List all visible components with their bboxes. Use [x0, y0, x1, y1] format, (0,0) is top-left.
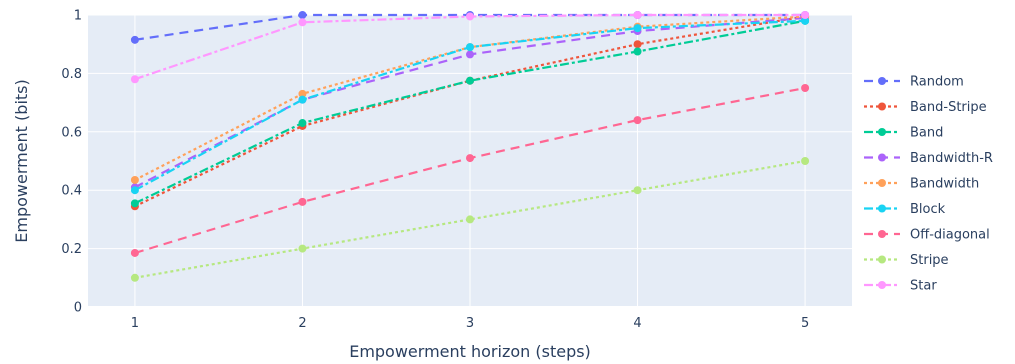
legend-item: Band-Stripe — [864, 100, 987, 115]
data-point — [130, 248, 139, 257]
data-point — [466, 154, 474, 163]
data-point — [298, 95, 307, 104]
data-point — [633, 47, 642, 56]
legend-swatch-marker — [878, 153, 886, 162]
data-point — [130, 175, 139, 184]
legend-item: Off-diagonal — [864, 228, 990, 243]
data-point — [466, 12, 474, 21]
legend-swatch-marker — [878, 128, 886, 136]
legend-item: Random — [864, 75, 964, 90]
x-tick-label: 2 — [298, 316, 306, 331]
series-block — [130, 16, 810, 195]
y-tick-label: 1 — [74, 9, 82, 24]
legend-swatch-marker — [878, 230, 886, 238]
y-tick-label: 0.6 — [61, 125, 82, 140]
x-axis-title: Empowerment horizon (steps) — [349, 342, 591, 361]
legend-swatch-marker — [878, 281, 886, 289]
data-point — [298, 18, 307, 27]
legend-item: Star — [864, 279, 937, 294]
data-point — [801, 157, 810, 165]
series-stripe — [130, 157, 810, 282]
legend-swatch-marker — [878, 102, 886, 111]
y-axis-ticks: 0 0.2 0.4 0.6 0.8 1 — [61, 9, 82, 316]
data-point — [466, 215, 474, 224]
y-tick-label: 0.4 — [61, 184, 82, 199]
legend-item: Stripe — [864, 253, 949, 268]
x-axis-ticks: 1 2 3 4 5 — [131, 316, 809, 331]
data-point — [633, 40, 642, 49]
x-tick-label: 4 — [633, 316, 641, 331]
data-point — [130, 35, 139, 44]
legend-label: Off-diagonal — [910, 228, 990, 243]
data-point — [130, 199, 139, 208]
series-star — [130, 11, 810, 84]
data-point — [801, 84, 810, 92]
x-tick-label: 3 — [466, 316, 474, 331]
data-point — [130, 75, 139, 84]
data-point — [298, 89, 307, 98]
legend: Random Band-Stripe Band Bandwidth-R Bandwidt… — [864, 75, 993, 294]
series-layer — [130, 11, 810, 282]
legend-item: Bandwidth-R — [864, 151, 993, 166]
data-point — [298, 244, 307, 253]
legend-label: Band — [910, 126, 943, 141]
legend-swatch-marker — [878, 77, 886, 85]
series-off-diagonal — [130, 84, 810, 257]
y-tick-label: 0.8 — [61, 67, 82, 82]
legend-swatch-marker — [878, 204, 886, 213]
data-point — [298, 197, 307, 206]
data-point — [466, 50, 474, 59]
y-axis-title: Empowerment (bits) — [12, 79, 31, 243]
legend-swatch-marker — [878, 179, 886, 187]
legend-label: Star — [910, 279, 937, 294]
data-point — [633, 11, 642, 19]
data-point — [130, 273, 139, 282]
legend-label: Block — [910, 202, 946, 217]
y-tick-label: 0 — [74, 301, 82, 316]
data-point — [298, 119, 307, 128]
y-tick-label: 0.2 — [61, 242, 82, 257]
x-tick-label: 5 — [801, 316, 809, 331]
x-tick-label: 1 — [131, 316, 139, 331]
legend-item: Band — [864, 126, 943, 141]
data-point — [801, 16, 810, 25]
data-point — [466, 76, 474, 85]
data-point — [466, 43, 474, 52]
legend-item: Block — [864, 202, 946, 217]
legend-label: Band-Stripe — [910, 100, 987, 115]
legend-item: Bandwidth — [864, 177, 979, 192]
legend-swatch-marker — [878, 255, 886, 264]
data-point — [298, 11, 307, 19]
legend-label: Stripe — [910, 253, 949, 268]
data-point — [633, 116, 642, 125]
data-point — [633, 186, 642, 195]
data-point — [130, 186, 139, 195]
data-point — [633, 24, 642, 33]
legend-label: Random — [910, 75, 964, 90]
data-point — [801, 11, 810, 19]
series-line — [134, 159, 806, 279]
legend-label: Bandwidth — [910, 177, 979, 192]
legend-label: Bandwidth-R — [910, 151, 993, 166]
